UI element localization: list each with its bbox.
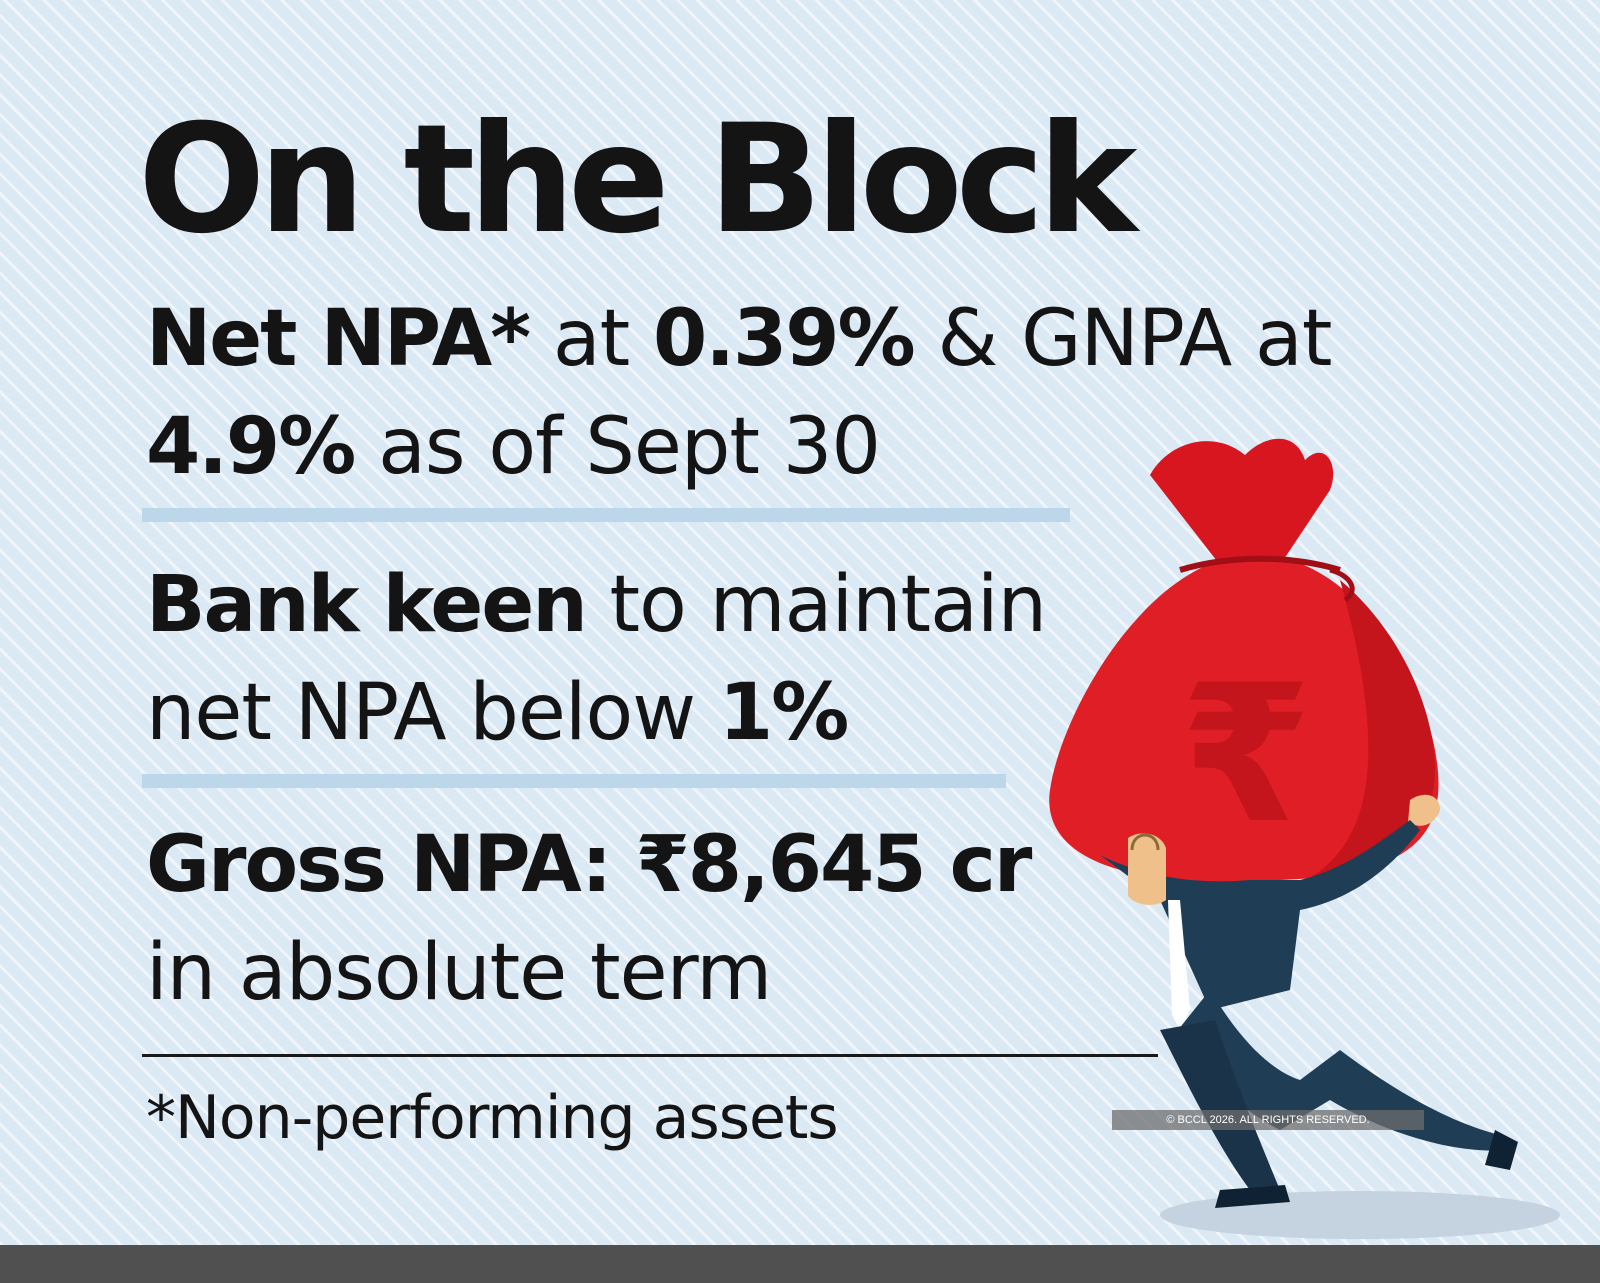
suit-back-leg xyxy=(1160,1020,1280,1190)
fact-2-bold-a: Bank keen xyxy=(146,560,588,650)
bottom-bar xyxy=(0,1245,1600,1283)
fact-1-line-2-bold: 4.9% xyxy=(146,402,356,492)
fact-1-bold-b: 0.39% xyxy=(653,294,916,384)
fact-3-line-1: Gross NPA: ₹8,645 cr xyxy=(146,810,1032,920)
footnote-divider xyxy=(142,1054,1158,1057)
separator-1 xyxy=(142,508,1070,522)
bag-shade xyxy=(1310,580,1435,878)
left-hand-icon xyxy=(1128,833,1166,905)
bag-body xyxy=(1049,560,1439,882)
fact-1-bold-a: Net NPA* xyxy=(146,294,531,384)
right-shoe-icon xyxy=(1485,1130,1518,1170)
fact-2-line-2-text: net NPA below xyxy=(146,668,719,758)
suit-torso xyxy=(1100,820,1420,1010)
fact-1-text-a: at xyxy=(529,294,654,384)
footnote: *Non-performing assets xyxy=(146,1083,839,1153)
hand-strap xyxy=(1130,833,1160,851)
bag-top xyxy=(1150,438,1334,565)
bag-cord xyxy=(1179,555,1341,573)
fact-2-line-1: Bank keen to maintain xyxy=(146,550,1047,660)
fact-2-line-2-bold: 1% xyxy=(718,668,849,758)
fact-2-text-a: to maintain xyxy=(585,560,1047,650)
copyright-notice: © BCCL 2026. ALL RIGHTS RESERVED. xyxy=(1112,1110,1424,1130)
fact-3-line-2: in absolute term xyxy=(146,918,772,1028)
fact-1-line-2-text: as of Sept 30 xyxy=(354,402,881,492)
fact-3-bold-a: Gross NPA: ₹8,645 cr xyxy=(146,820,1032,910)
rupee-icon: ₹ xyxy=(1180,644,1312,865)
fact-1-line-1: Net NPA* at 0.39% & GNPA at xyxy=(146,284,1332,394)
fact-1-line-2: 4.9% as of Sept 30 xyxy=(146,392,881,502)
fact-3-line-2-text: in absolute term xyxy=(146,928,772,1018)
bag-cord-tail xyxy=(1329,567,1355,603)
left-shoe-icon xyxy=(1215,1185,1290,1208)
money-bag-carrier-icon: ₹ xyxy=(1049,438,1560,1239)
fact-1-text-b: & GNPA at xyxy=(913,294,1332,384)
headline: On the Block xyxy=(138,93,1137,267)
separator-2 xyxy=(142,774,1006,788)
right-hand-icon xyxy=(1408,794,1440,826)
fact-2-line-2: net NPA below 1% xyxy=(146,658,849,768)
tie xyxy=(1168,900,1190,1030)
